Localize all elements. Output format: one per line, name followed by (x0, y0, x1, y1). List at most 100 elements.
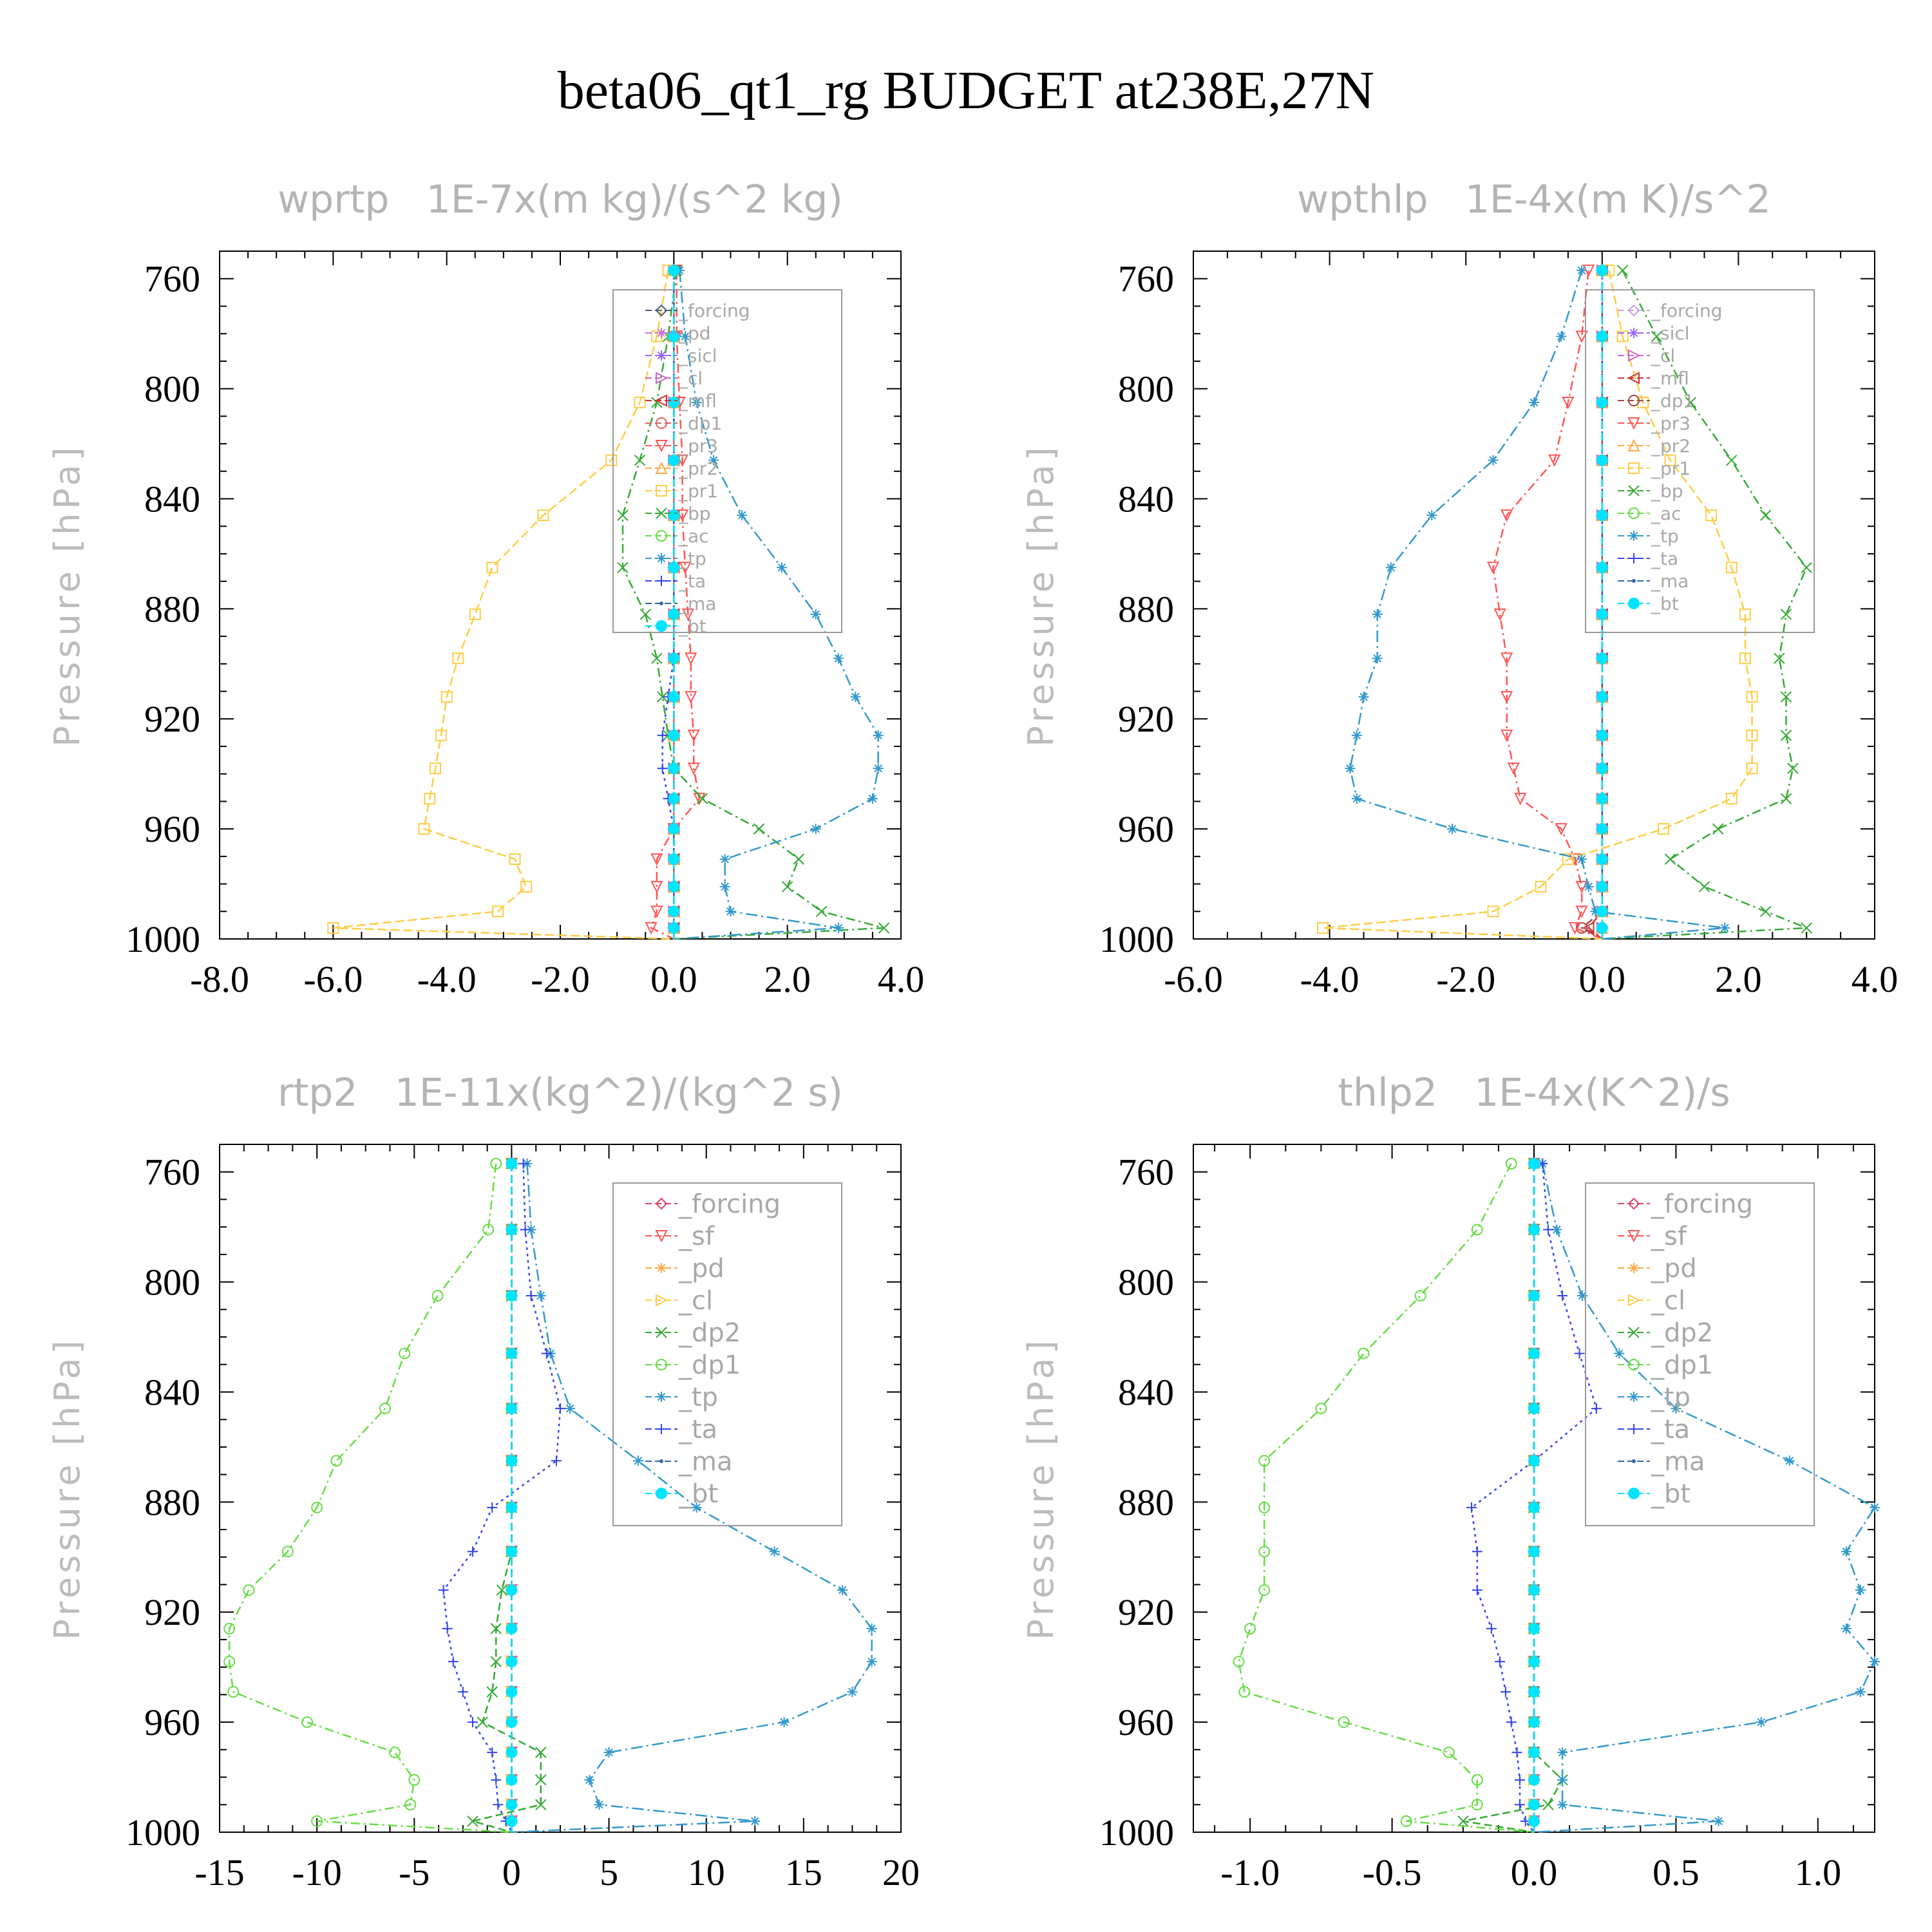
y-axis-label: Pressure [hPa] (47, 443, 88, 746)
legend-marker (1629, 1424, 1639, 1434)
legend-marker (656, 485, 667, 497)
y-axis-label: Pressure [hPa] (47, 1336, 88, 1640)
data-point (668, 264, 680, 276)
legend-label: _tp (678, 548, 706, 569)
data-point (1746, 691, 1758, 703)
data-point (793, 853, 805, 865)
data-point (1528, 1501, 1540, 1513)
legend-label: _dp2 (678, 1318, 741, 1348)
data-point (1351, 730, 1362, 741)
data-point (1870, 1502, 1880, 1513)
data-point (668, 396, 680, 408)
data-point (1501, 729, 1513, 743)
data-point (1596, 608, 1608, 620)
data-point (668, 905, 680, 918)
legend-marker (656, 350, 667, 361)
data-point (1557, 1290, 1568, 1301)
data-point (1447, 824, 1458, 835)
legend-marker (1627, 439, 1640, 451)
data-point (1746, 729, 1758, 741)
y-tick-label: 880 (1118, 1481, 1174, 1523)
x-tick-label: -15 (194, 1852, 244, 1893)
y-tick-label: 960 (1118, 1701, 1174, 1743)
data-point (1712, 823, 1724, 835)
data-point (1780, 730, 1792, 741)
data-point (1671, 1403, 1681, 1414)
data-point (1500, 1687, 1511, 1698)
legend-label: _forcing (1651, 1189, 1753, 1219)
series-line (1492, 270, 1603, 940)
data-point (330, 1455, 343, 1467)
data-point (1529, 397, 1539, 408)
data-point (776, 562, 787, 573)
legend-label: _cl (1651, 1286, 1685, 1316)
data-point (1575, 330, 1588, 343)
data-point (815, 905, 828, 917)
data-point (408, 1774, 421, 1786)
data-point (1345, 763, 1356, 774)
data-point (1528, 1289, 1540, 1302)
y-tick-label: 920 (144, 698, 200, 740)
data-point (486, 1686, 498, 1698)
legend-label: _tp (678, 1383, 718, 1412)
legend-marker (1632, 1459, 1636, 1463)
data-point (506, 1501, 518, 1513)
data-point (584, 1774, 595, 1785)
data-point (1574, 1348, 1585, 1359)
data-point (781, 881, 793, 893)
data-point (1493, 608, 1506, 621)
data-point (1855, 1687, 1866, 1698)
data-point (1528, 1403, 1540, 1415)
data-point (691, 397, 702, 408)
data-point (1488, 455, 1499, 466)
data-point (1244, 1622, 1256, 1634)
data-point (1372, 653, 1383, 664)
data-point (506, 1622, 518, 1634)
legend-label: _pr3 (678, 435, 718, 457)
data-point (492, 905, 504, 918)
data-point (691, 1502, 702, 1513)
legend-label: _cl (678, 368, 703, 389)
data-point (668, 922, 680, 934)
y-tick-label: 1000 (126, 918, 200, 960)
data-point (657, 763, 668, 774)
data-point (496, 1584, 508, 1596)
data-point (506, 1656, 518, 1668)
data-point (526, 1290, 536, 1301)
series-bt (506, 1157, 518, 1832)
data-point (467, 1815, 478, 1827)
x-tick-label: -6.0 (1164, 958, 1223, 1000)
y-tick-label: 800 (144, 368, 200, 410)
data-point (491, 1774, 502, 1785)
data-point (490, 1656, 502, 1667)
data-point (1501, 509, 1513, 522)
data-point (1577, 265, 1587, 276)
series-tp (1533, 1158, 1880, 1833)
data-point (1855, 1585, 1866, 1596)
data-point (535, 1799, 547, 1810)
data-point (243, 1584, 255, 1596)
data-point (1726, 454, 1738, 466)
y-tick-label: 760 (1118, 1151, 1174, 1193)
legend-label: _cl (678, 1286, 713, 1316)
data-point (486, 562, 498, 574)
data-point (506, 1347, 518, 1359)
data-point (1583, 881, 1594, 892)
data-point (311, 1501, 323, 1513)
data-point (769, 1546, 780, 1557)
data-point (418, 823, 430, 835)
data-point (1315, 1403, 1327, 1415)
data-point (442, 1623, 453, 1634)
data-point (650, 905, 663, 918)
data-point (1372, 609, 1383, 620)
data-point (1841, 1623, 1852, 1634)
legend-marker (655, 440, 668, 453)
figure-title: beta06_qt1_rg BUDGET at238E,27N (558, 61, 1374, 120)
data-point (1258, 1455, 1271, 1467)
data-point (685, 691, 697, 704)
data-point (1870, 1656, 1880, 1667)
series-line (1602, 270, 1808, 940)
data-point (223, 1622, 236, 1634)
data-point (1616, 265, 1629, 276)
data-point (1637, 396, 1649, 408)
